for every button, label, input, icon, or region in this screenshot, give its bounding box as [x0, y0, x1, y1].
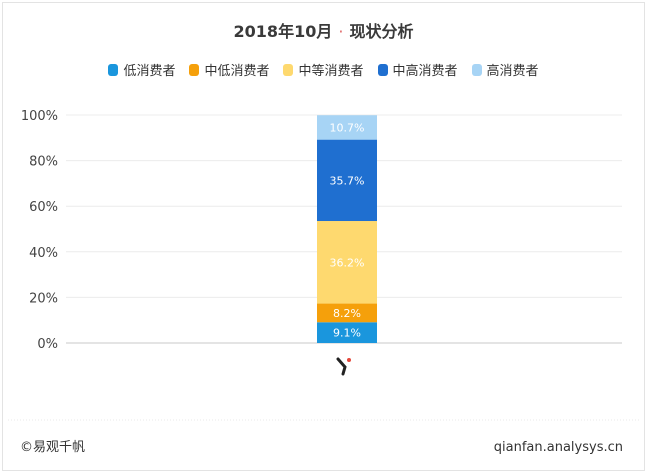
- y-tick-label: 40%: [29, 246, 58, 261]
- source-credit: ©易观千帆: [20, 440, 86, 455]
- legend-label: 中低消费者: [204, 64, 270, 79]
- legend-label: 低消费者: [123, 64, 176, 79]
- source-site: qianfan.analysys.cn: [493, 440, 623, 455]
- legend-label: 中等消费者: [298, 64, 364, 79]
- legend-swatch: [283, 63, 294, 76]
- legend-swatch: [471, 63, 482, 76]
- legend-item: 高消费者: [471, 60, 539, 79]
- y-tick-label: 100%: [21, 109, 58, 124]
- legend-swatch: [189, 63, 200, 76]
- legend-item: 低消费者: [108, 60, 175, 79]
- y-tick-label: 20%: [29, 291, 58, 306]
- chart-title-suffix: 现状分析: [349, 22, 414, 41]
- data-label: 36.2%: [330, 256, 365, 269]
- legend-swatch: [108, 63, 119, 76]
- y-tick-label: 60%: [29, 200, 58, 215]
- data-label: 10.7%: [330, 121, 365, 134]
- legend-swatch: [377, 63, 388, 76]
- data-label: 9.1%: [333, 327, 361, 340]
- legend-item: 中等消费者: [283, 60, 364, 79]
- title-separator-dot: ·: [338, 22, 344, 41]
- bar-segment: [317, 322, 377, 343]
- bar-segment: [317, 115, 377, 140]
- y-logo-icon: [336, 357, 351, 376]
- data-label: 8.2%: [333, 307, 361, 320]
- bar-segment: [317, 221, 377, 304]
- chart-legend: 低消费者 中低消费者 中等消费者 中高消费者 高消费者: [0, 60, 647, 79]
- y-tick-label: 0%: [37, 337, 58, 352]
- legend-label: 高消费者: [486, 64, 539, 79]
- bar-segment: [317, 303, 377, 323]
- data-label: 35.7%: [330, 174, 365, 187]
- bar-segment: [317, 139, 377, 222]
- legend-label: 中高消费者: [392, 64, 458, 79]
- chart-title: 2018年10月 · 现状分析: [0, 18, 647, 42]
- y-tick-label: 80%: [29, 155, 58, 170]
- legend-item: 中低消费者: [189, 60, 269, 79]
- legend-item: 中高消费者: [377, 60, 458, 79]
- chart-title-main: 2018年10月: [233, 22, 333, 41]
- brand-logo: [336, 356, 356, 380]
